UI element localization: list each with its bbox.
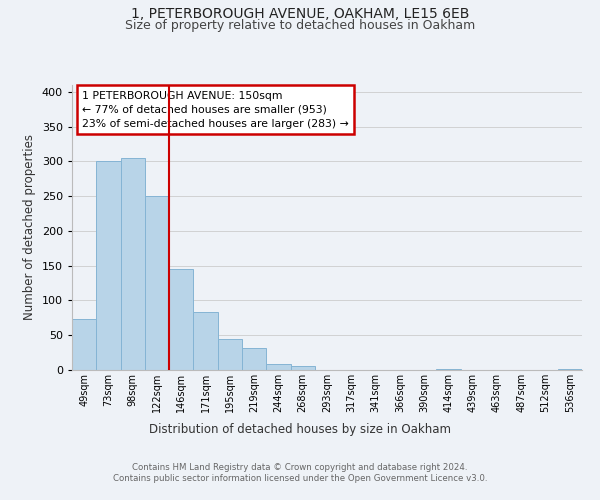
Bar xyxy=(266,364,290,370)
Bar xyxy=(290,366,315,370)
Bar xyxy=(121,158,145,370)
Bar xyxy=(96,162,121,370)
Text: 1, PETERBOROUGH AVENUE, OAKHAM, LE15 6EB: 1, PETERBOROUGH AVENUE, OAKHAM, LE15 6EB xyxy=(131,8,469,22)
Bar xyxy=(145,196,169,370)
Text: 1 PETERBOROUGH AVENUE: 150sqm
← 77% of detached houses are smaller (953)
23% of : 1 PETERBOROUGH AVENUE: 150sqm ← 77% of d… xyxy=(82,90,349,128)
Text: Contains public sector information licensed under the Open Government Licence v3: Contains public sector information licen… xyxy=(113,474,487,483)
Bar xyxy=(242,348,266,370)
Text: Contains HM Land Registry data © Crown copyright and database right 2024.: Contains HM Land Registry data © Crown c… xyxy=(132,462,468,471)
Bar xyxy=(193,312,218,370)
Bar xyxy=(558,368,582,370)
Text: Distribution of detached houses by size in Oakham: Distribution of detached houses by size … xyxy=(149,422,451,436)
Bar xyxy=(218,340,242,370)
Bar xyxy=(169,269,193,370)
Y-axis label: Number of detached properties: Number of detached properties xyxy=(23,134,36,320)
Text: Size of property relative to detached houses in Oakham: Size of property relative to detached ho… xyxy=(125,18,475,32)
Bar xyxy=(72,320,96,370)
